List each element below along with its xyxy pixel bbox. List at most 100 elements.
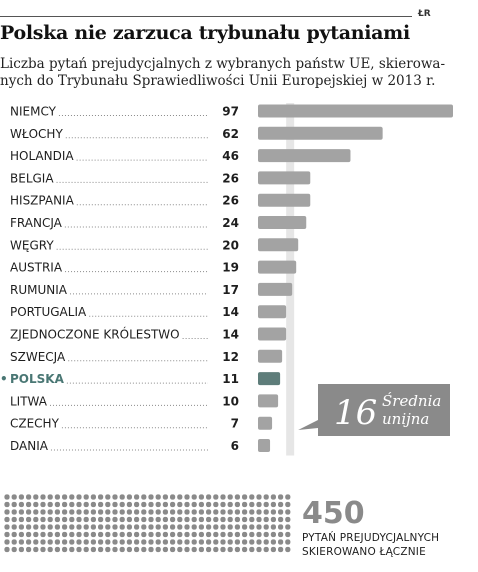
value-label: 14 — [222, 305, 239, 319]
total-dot — [249, 539, 255, 545]
total-dot — [162, 524, 168, 530]
total-dot — [234, 501, 240, 508]
total-dot — [278, 524, 284, 530]
total-dot — [141, 516, 147, 523]
total-dot — [105, 509, 111, 515]
total-dot — [18, 539, 24, 545]
total-dot — [285, 539, 291, 545]
total-dot — [206, 509, 212, 515]
total-dot — [40, 539, 46, 545]
value-label: 11 — [222, 372, 239, 386]
value-label: 24 — [222, 216, 239, 230]
total-dot — [76, 531, 82, 538]
total-dot — [54, 516, 60, 523]
total-dot — [285, 516, 291, 523]
total-dot — [278, 509, 284, 515]
total-dot — [119, 546, 125, 553]
total-dot — [83, 494, 89, 500]
total-dot — [184, 539, 190, 545]
total-dot — [162, 516, 168, 523]
total-dot — [76, 509, 82, 515]
total-dot — [119, 494, 125, 500]
total-dot — [285, 509, 291, 515]
total-caption-line-1: PYTAŃ PREJUDYCJALNYCH — [302, 531, 439, 544]
total-dot — [112, 546, 118, 553]
total-dot — [98, 509, 104, 515]
row-czechy: CZECHY 7 — [10, 416, 273, 431]
total-dot — [4, 539, 10, 545]
total-dot — [90, 501, 96, 508]
total-dot — [170, 494, 176, 500]
total-value: 450 — [302, 496, 365, 531]
total-dot — [249, 516, 255, 523]
total-dot — [98, 539, 104, 545]
total-dot — [155, 501, 161, 508]
total-dot — [170, 501, 176, 508]
bar — [258, 394, 279, 408]
total-dot — [220, 524, 226, 530]
bar — [258, 282, 293, 296]
total-dot — [18, 531, 24, 538]
bar — [258, 149, 351, 163]
total-dot — [263, 501, 269, 508]
total-dot — [98, 531, 104, 538]
total-dot — [62, 494, 68, 500]
total-dot — [191, 509, 197, 515]
total-dot — [155, 494, 161, 500]
total-dot — [11, 516, 17, 523]
total-dot — [249, 494, 255, 500]
total-dot — [112, 501, 118, 508]
total-dot — [220, 494, 226, 500]
total-dot — [62, 509, 68, 515]
total-dot — [134, 501, 140, 508]
total-dot — [191, 539, 197, 545]
total-dot — [198, 524, 204, 530]
total-dot — [249, 509, 255, 515]
total-dot — [227, 546, 233, 553]
total-dot — [234, 546, 240, 553]
total-dot — [177, 524, 183, 530]
total-dot — [191, 494, 197, 500]
total-dot — [54, 539, 60, 545]
total-dot — [4, 501, 10, 508]
total-dot — [40, 494, 46, 500]
total-dot — [126, 539, 132, 545]
total-dot — [33, 501, 39, 508]
total-dot — [206, 494, 212, 500]
subtitle-line-2: nych do Trybunału Sprawiedliwości Unii E… — [0, 73, 436, 89]
total-dot — [206, 539, 212, 545]
total-dot — [162, 539, 168, 545]
value-label: 6 — [231, 439, 239, 453]
total-dot — [162, 494, 168, 500]
category-label: NIEMCY — [10, 105, 57, 119]
total-dot — [184, 546, 190, 553]
total-dot — [33, 516, 39, 523]
total-dot — [4, 531, 10, 538]
total-dot — [54, 501, 60, 508]
total-dot — [90, 546, 96, 553]
total-dot — [184, 516, 190, 523]
total-dot — [141, 509, 147, 515]
total-dot — [198, 494, 204, 500]
total-dot — [184, 494, 190, 500]
bar — [258, 193, 311, 207]
total-dot — [83, 539, 89, 545]
total-dot — [54, 546, 60, 553]
total-dot — [285, 546, 291, 553]
total-dot — [47, 546, 53, 553]
row-rumunia: RUMUNIA 17 — [10, 282, 293, 297]
average-band — [286, 103, 295, 456]
total-dot — [191, 531, 197, 538]
total-dot — [62, 531, 68, 538]
total-dot — [112, 516, 118, 523]
total-dot — [119, 524, 125, 530]
total-dot — [177, 516, 183, 523]
total-dot — [69, 509, 75, 515]
total-dot — [54, 509, 60, 515]
total-dot — [62, 501, 68, 508]
bar — [258, 104, 453, 118]
bar — [258, 372, 281, 386]
total-dot — [105, 494, 111, 500]
